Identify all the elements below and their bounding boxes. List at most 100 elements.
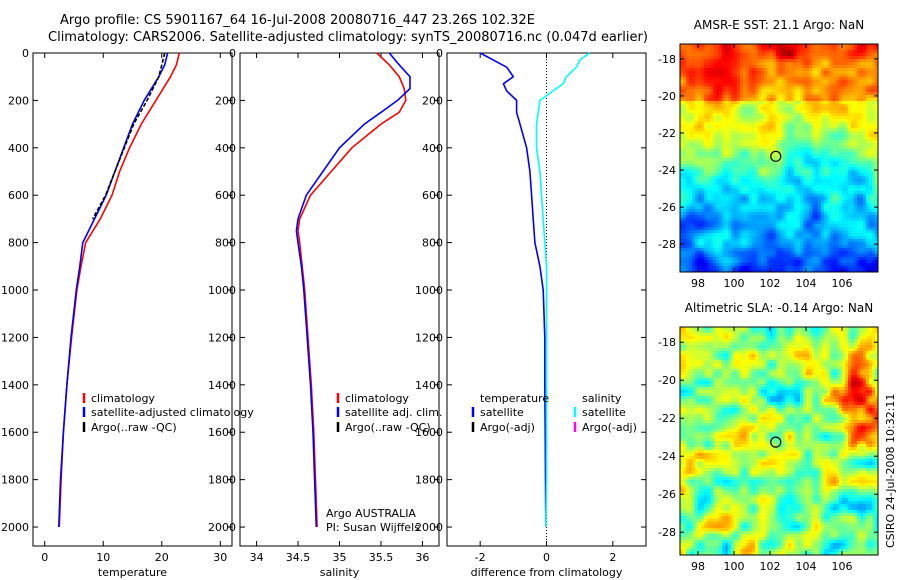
y-tick-label: -24 (658, 164, 676, 177)
x-tick-label: 34 (250, 551, 264, 564)
y-tick-label: 1600 (208, 426, 236, 439)
legend-argo: Argo(..raw -QC) (345, 421, 431, 434)
legend-header-temperature: temperature (480, 392, 549, 405)
y-tick-label: 2000 (415, 521, 443, 534)
legend-satellite: satellite adj. clim. (345, 406, 442, 419)
y-tick-label: 0 (22, 47, 29, 60)
sla-map-frame (679, 326, 879, 556)
series-argo-raw-qc- (91, 52, 166, 220)
x-tick-label: 20 (155, 551, 169, 564)
y-tick-label: 0 (436, 47, 443, 60)
y-tick-label: 1000 (208, 284, 236, 297)
y-tick-label: 1400 (415, 379, 443, 392)
y-tick-label: 1000 (415, 284, 443, 297)
y-tick-label: 200 (422, 94, 443, 107)
legend-header-salinity: salinity (582, 392, 622, 405)
legend-temp-argo: Argo(-adj) (480, 421, 535, 434)
x-tick-label: 36 (415, 551, 429, 564)
y-tick-label: 1200 (208, 331, 236, 344)
legend-satellite: satellite-adjusted climatology (91, 406, 254, 419)
sla-map-title: Altimetric SLA: -0.14 Argo: NaN (685, 301, 873, 315)
y-tick-label: 1600 (415, 426, 443, 439)
legend-temp-satellite: satellite (480, 406, 524, 419)
y-tick-label: 1600 (1, 426, 29, 439)
salinity-profile-xlabel: salinity (320, 566, 360, 579)
series-temperature-satellite (479, 52, 547, 528)
legend-sal-satellite: satellite (582, 406, 626, 419)
y-tick-label: 2000 (208, 521, 236, 534)
x-tick-label: -2 (475, 551, 486, 564)
y-tick-label: 1200 (1, 331, 29, 344)
x-tick-label: 34.5 (286, 551, 311, 564)
y-tick-label: 800 (8, 237, 29, 250)
x-tick-label: 102 (760, 560, 781, 573)
y-tick-label: 600 (215, 189, 236, 202)
sla-map-img-cells (680, 327, 878, 555)
credit-text: CSIRO 24-Jul-2008 10:32:11 (884, 393, 897, 548)
y-tick-label: -28 (658, 238, 676, 251)
y-tick-label: 1200 (415, 331, 443, 344)
y-tick-label: 1400 (1, 379, 29, 392)
figure-title-line1: Argo profile: CS 5901167_64 16-Jul-2008 … (60, 13, 535, 28)
x-tick-label: 104 (796, 560, 817, 573)
y-tick-label: 800 (215, 237, 236, 250)
y-tick-label: 400 (422, 142, 443, 155)
annotation-pi: PI: Susan Wijffels (326, 521, 420, 534)
legend-climatology: climatology (345, 392, 409, 405)
x-tick-label: 30 (213, 551, 227, 564)
legend-sal-argo: Argo(-adj) (582, 421, 637, 434)
y-tick-label: 1800 (208, 474, 236, 487)
x-tick-label: 100 (724, 560, 745, 573)
legend-climatology: climatology (91, 392, 155, 405)
difference-profile-xlabel: difference from climatology (471, 566, 623, 579)
salinity-profile-frame (239, 52, 440, 547)
temperature-profile-frame (32, 52, 233, 547)
y-tick-label: -18 (658, 336, 676, 349)
x-tick-label: 0 (543, 551, 550, 564)
annotation-argo-australia: Argo AUSTRALIA (326, 507, 416, 520)
sst-map-img-cells (680, 44, 878, 272)
x-tick-label: 2 (609, 551, 616, 564)
y-tick-label: 400 (8, 142, 29, 155)
y-tick-label: 2000 (1, 521, 29, 534)
x-tick-label: 100 (724, 277, 745, 290)
y-tick-label: 1000 (1, 284, 29, 297)
x-tick-label: 106 (832, 560, 853, 573)
x-tick-label: 35.5 (369, 551, 394, 564)
y-tick-label: 0 (229, 47, 236, 60)
y-tick-label: -22 (658, 412, 676, 425)
argo-position-marker (770, 150, 782, 162)
argo-position-marker (770, 436, 782, 448)
y-tick-label: 1800 (1, 474, 29, 487)
y-tick-label: 600 (8, 189, 29, 202)
y-tick-label: 200 (8, 94, 29, 107)
x-tick-label: 0 (41, 551, 48, 564)
y-tick-label: 600 (422, 189, 443, 202)
x-tick-label: 104 (796, 277, 817, 290)
x-tick-label: 98 (691, 277, 705, 290)
sst-map-title: AMSR-E SST: 21.1 Argo: NaN (694, 18, 864, 32)
x-tick-label: 102 (760, 277, 781, 290)
y-tick-label: -20 (658, 374, 676, 387)
series-satellite-adj-clim- (295, 52, 411, 528)
sst-map-frame (679, 43, 879, 273)
y-tick-label: -20 (658, 90, 676, 103)
x-tick-label: 10 (96, 551, 110, 564)
x-tick-label: 106 (832, 277, 853, 290)
y-tick-label: -26 (658, 488, 676, 501)
series-salinity-satellite (535, 52, 591, 528)
y-tick-label: 1800 (415, 474, 443, 487)
y-tick-label: -24 (658, 450, 676, 463)
sst-heatmap (680, 44, 878, 272)
y-tick-label: -18 (658, 53, 676, 66)
sla-heatmap (680, 327, 878, 555)
legend-argo: Argo(..raw -QC) (91, 421, 177, 434)
temperature-profile-xlabel: temperature (98, 566, 167, 579)
y-tick-label: 800 (422, 237, 443, 250)
x-tick-label: 98 (691, 560, 705, 573)
y-tick-label: 400 (215, 142, 236, 155)
y-tick-label: 1400 (208, 379, 236, 392)
x-tick-label: 35 (333, 551, 347, 564)
y-tick-label: 200 (215, 94, 236, 107)
